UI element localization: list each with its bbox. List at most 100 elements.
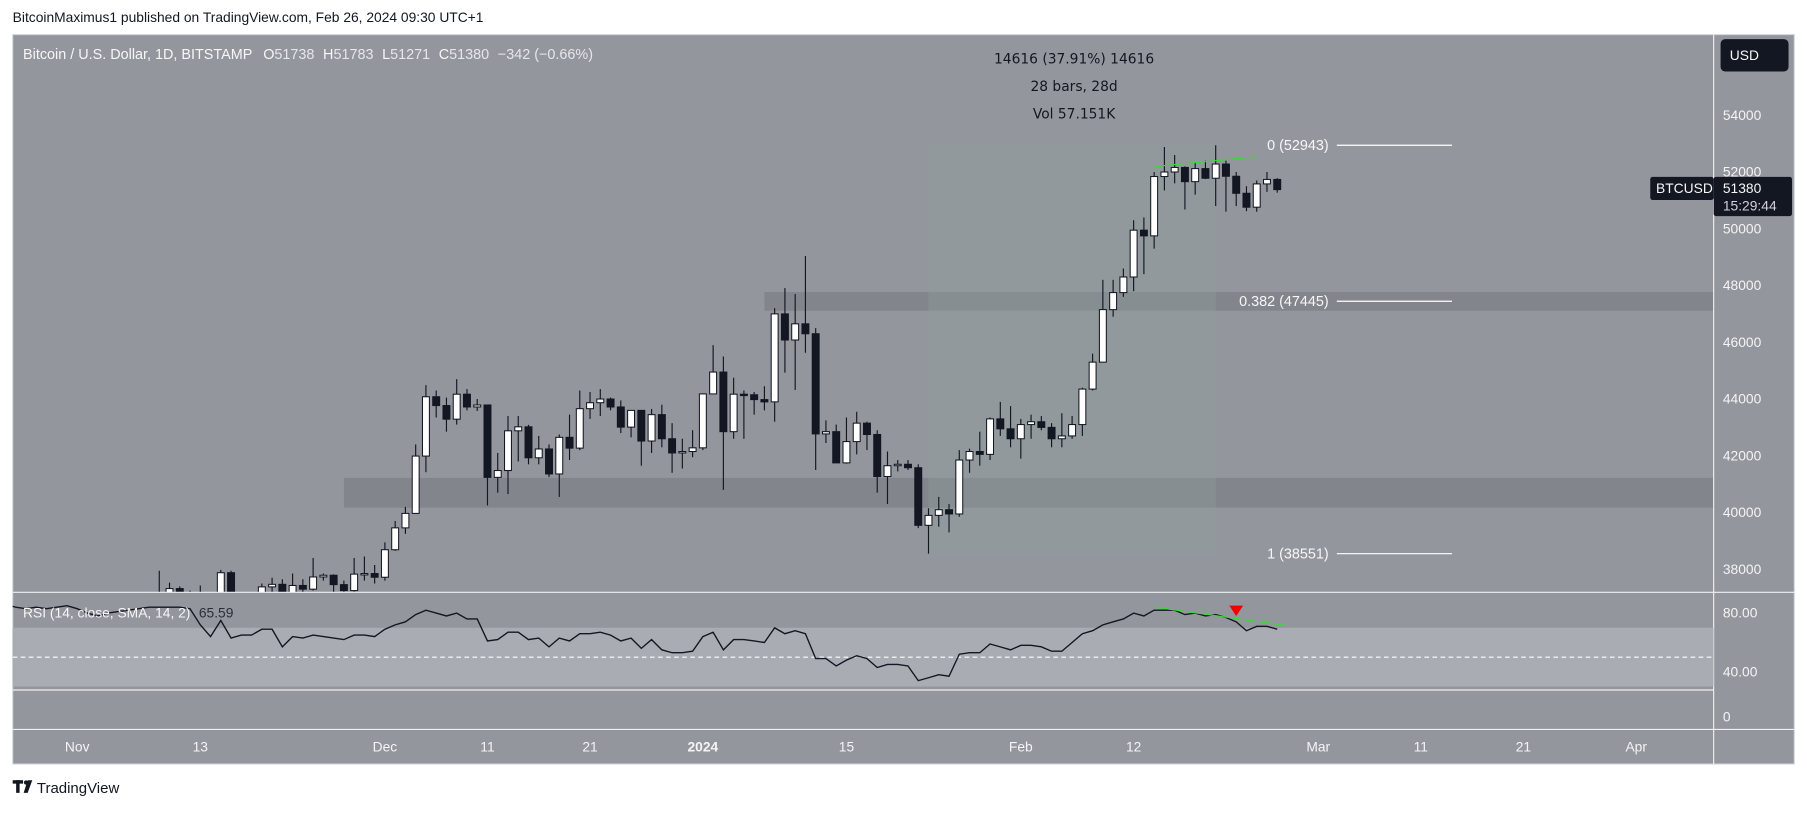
symbol-title[interactable]: Bitcoin / U.S. Dollar, 1D, BITSTAMP [23,47,252,63]
candle-body [298,584,307,590]
candle-body [668,438,677,454]
bullish-candle [729,377,738,439]
candle-body [873,433,882,478]
candle-body [1150,176,1159,237]
candle-body [227,572,236,593]
time-tick-label: Dec [373,738,398,754]
candle-body [945,509,953,515]
bullish-candle [1068,416,1077,439]
candle-body [637,409,646,442]
bearish-candle [780,288,789,373]
candle-body [1160,171,1169,178]
high-value: 51783 [333,47,373,63]
low-value: 51271 [390,47,430,63]
bearish-candle [227,570,236,593]
time-tick-label: Mar [1306,738,1330,754]
candle-body [319,574,328,578]
candle-body [760,399,769,403]
rsi-tick-label: 40.00 [1723,663,1758,679]
tradingview-logo[interactable]: TradingView [12,780,120,797]
candle-body [842,441,851,464]
time-tick-label: Nov [65,738,90,754]
bearish-candle [1273,178,1282,193]
bullish-candle [555,434,564,497]
bullish-candle [965,448,974,473]
bearish-candle [329,574,338,593]
candle-body [462,393,471,408]
time-tick-label: Feb [1009,738,1033,754]
price-zone [764,292,1714,311]
candle-body [380,549,389,578]
rsi-title[interactable]: RSI (14, close, SMA, 14, 2) [23,605,190,621]
rsi-indicator [12,605,1714,691]
candle-body [565,436,574,449]
candle-body [883,465,892,478]
price-trendline [1154,156,1257,168]
drawings [1154,144,1453,555]
candle-body [339,584,348,592]
bullish-candle [1262,171,1271,192]
candle-body [729,393,738,433]
bearish-candle [370,565,379,584]
currency-button[interactable]: USD [1720,39,1789,72]
footer-brand: TradingView [37,780,120,797]
candle-body [698,393,707,449]
bearish-candle [719,356,728,490]
fib-level-label: 0.382 (47445) [1239,294,1329,310]
bullish-candle [647,408,656,453]
bullish-candle [698,393,707,451]
rsi-pane[interactable] [5,604,1714,691]
bullish-candle [165,582,174,593]
price-zone [343,477,1714,508]
bullish-candle [1098,279,1107,363]
bearish-candle [832,424,841,464]
bullish-candle [821,420,830,444]
candle-body [329,574,338,586]
bullish-candle [380,542,389,581]
bullish-candle [1078,387,1087,436]
last-price-symbol: BTCUSD [1656,180,1713,196]
bearish-candle [565,414,574,461]
time-tick-label: 11 [1414,738,1428,754]
high-label: H [323,47,333,63]
candle-body [1068,424,1077,437]
close-value: 51380 [449,47,489,63]
candle-body [524,426,533,459]
candle-body [493,470,502,478]
bullish-candle [1016,418,1025,459]
bullish-candle [1191,162,1200,195]
bullish-candle [1150,171,1159,249]
bearish-candle [524,424,533,465]
price-axis[interactable]: 54000 52000 50000 48000 46000 44000 42000 40000… [1723,107,1762,577]
bullish-candle [473,399,482,411]
candle-body [1191,168,1200,183]
candle-body [1211,163,1220,179]
bullish-candle [678,438,687,469]
price-tick-label: 52000 [1723,164,1762,180]
price-pane[interactable] [2,144,1714,700]
candle-body [678,451,687,454]
candles [158,145,1282,593]
time-tick-label: 15 [839,738,855,754]
bullish-candle [360,556,369,581]
last-price-value: 51380 [1723,180,1762,196]
bullish-candle [1027,414,1036,439]
candle-body [791,323,800,341]
bullish-candle [1109,279,1118,317]
open-value: 51738 [274,47,314,63]
time-axis[interactable]: Nov 13 Dec 11 21 2024 15 Feb 12 Mar 11 21 Apr [65,738,1647,754]
measure-change: 14616 (37.91%) 14616 [994,51,1154,67]
candle-body [360,573,369,576]
price-tick-label: 46000 [1723,334,1762,350]
rsi-legend[interactable]: RSI (14, close, SMA, 14, 2) 65.59 [23,605,234,621]
rsi-axis[interactable]: 80.00 40.00 0 [1723,605,1758,725]
symbol-legend[interactable]: Bitcoin / U.S. Dollar, 1D, BITSTAMP O517… [23,47,593,63]
open-label: O [263,47,274,63]
candle-body [473,404,482,408]
bullish-candle [504,416,512,495]
candle-body [575,408,584,449]
candle-body [1078,388,1087,426]
price-tick-label: 40000 [1723,504,1762,520]
candle-body [914,467,923,526]
candle-body [1109,292,1118,311]
